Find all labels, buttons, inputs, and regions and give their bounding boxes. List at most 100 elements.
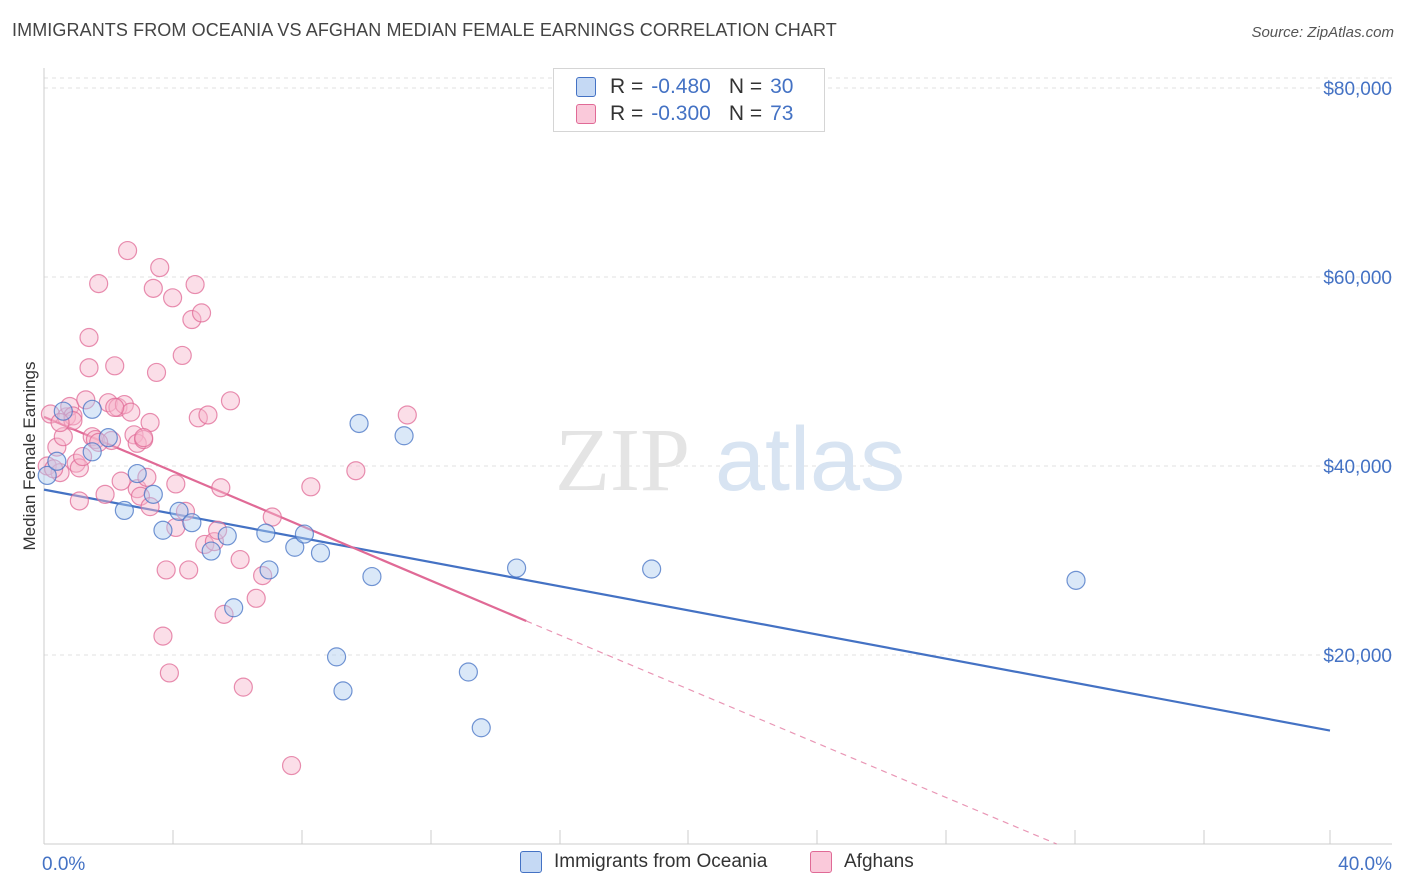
afghans-point bbox=[175, 501, 196, 521]
legend-n-label: N = bbox=[728, 102, 763, 125]
afghans-point bbox=[346, 461, 366, 481]
afghans-trend-extension bbox=[526, 620, 1057, 845]
y-tick-label: $60,000 bbox=[1323, 268, 1392, 289]
axes bbox=[43, 68, 1392, 845]
afghans-point bbox=[301, 477, 321, 497]
afghans-point bbox=[150, 257, 170, 278]
afghans-trend-line bbox=[43, 415, 527, 622]
series-label-afghans: Afghans bbox=[844, 851, 914, 872]
oceania-point bbox=[642, 559, 662, 579]
afghans-point bbox=[230, 549, 250, 570]
afghans-point bbox=[53, 427, 73, 447]
legend-r-value: -0.300 bbox=[651, 102, 711, 125]
oceania-point bbox=[47, 451, 67, 471]
afghans-point bbox=[79, 358, 99, 378]
afghans-point bbox=[69, 458, 89, 478]
series-legend-afghans: Afghans bbox=[810, 851, 914, 873]
oceania-point bbox=[153, 520, 173, 540]
oceania-point bbox=[217, 526, 237, 546]
oceania-point bbox=[394, 426, 414, 446]
afghans-point bbox=[211, 478, 231, 498]
afghans-point bbox=[47, 437, 67, 457]
afghans-point bbox=[246, 588, 266, 608]
afghans-point bbox=[179, 560, 199, 580]
watermark-atlas: atlas bbox=[715, 410, 905, 510]
afghans-point bbox=[89, 432, 109, 452]
afghans-point bbox=[198, 405, 218, 425]
oceania-point bbox=[143, 484, 163, 504]
afghans-point bbox=[159, 663, 179, 683]
x-tick-label-max: 40.0% bbox=[1338, 854, 1392, 875]
afghans-point bbox=[117, 240, 138, 261]
afghans-point bbox=[214, 604, 234, 624]
oceania-point bbox=[37, 465, 57, 486]
y-tick-label: $80,000 bbox=[1323, 79, 1392, 100]
y-tick-label: $40,000 bbox=[1323, 457, 1392, 478]
afghans-point bbox=[166, 474, 186, 494]
afghans-point bbox=[50, 412, 70, 433]
oceania-points bbox=[37, 399, 1086, 738]
watermark-zip: ZIP bbox=[555, 411, 690, 510]
oceania-point bbox=[333, 681, 353, 701]
oceania-point bbox=[82, 442, 102, 462]
afghans-point bbox=[111, 471, 131, 491]
legend-r-label: R = bbox=[610, 75, 644, 98]
afghans-point bbox=[134, 428, 154, 448]
afghans-point bbox=[143, 278, 163, 298]
afghans-point bbox=[172, 345, 192, 366]
oceania-point bbox=[127, 463, 147, 484]
series-label-oceania: Immigrants from Oceania bbox=[554, 851, 768, 872]
legend-row-oceania: R = -0.480 N = 30 bbox=[576, 74, 793, 100]
oceania-point bbox=[471, 718, 491, 738]
afghans-point bbox=[89, 274, 109, 294]
source-label: Source: ZipAtlas.com bbox=[1251, 24, 1394, 41]
afghans-point bbox=[153, 626, 173, 646]
afghans-point bbox=[163, 288, 183, 308]
oceania-point bbox=[349, 413, 369, 434]
oceania-point bbox=[285, 537, 305, 557]
legend-swatch-blue bbox=[576, 77, 596, 97]
oceania-point bbox=[114, 500, 134, 521]
afghans-point bbox=[121, 402, 141, 422]
afghans-points bbox=[37, 240, 417, 776]
afghans-point bbox=[76, 390, 96, 410]
afghans-point bbox=[233, 677, 253, 697]
legend-n-label: N = bbox=[728, 75, 763, 98]
y-tick-label: $20,000 bbox=[1323, 646, 1392, 667]
legend-r-label: R = bbox=[610, 102, 644, 125]
afghans-point bbox=[220, 391, 241, 411]
afghans-point bbox=[146, 362, 167, 383]
oceania-point bbox=[326, 647, 347, 667]
series-swatch-blue bbox=[520, 851, 542, 873]
afghans-point bbox=[156, 560, 176, 580]
oceania-point bbox=[53, 401, 73, 421]
afghans-point bbox=[185, 274, 205, 295]
oceania-point bbox=[98, 428, 118, 448]
y-tick-labels: $20,000 $40,000 $60,000 $80,000 bbox=[1323, 79, 1392, 667]
series-legend-oceania: Immigrants from Oceania bbox=[520, 851, 767, 873]
trend-lines bbox=[43, 415, 1331, 845]
gridlines bbox=[44, 77, 1392, 656]
afghans-point bbox=[208, 520, 228, 540]
oceania-point bbox=[458, 662, 478, 682]
legend-n-value: 30 bbox=[770, 75, 794, 98]
afghans-point bbox=[79, 327, 99, 348]
afghans-point bbox=[182, 309, 202, 330]
oceania-point bbox=[169, 501, 189, 521]
series-swatch-pink bbox=[810, 851, 832, 873]
oceania-point bbox=[259, 560, 279, 580]
oceania-point bbox=[201, 541, 221, 561]
legend-r-value: -0.480 bbox=[651, 75, 711, 98]
oceania-point bbox=[1066, 570, 1086, 590]
legend-row-afghans: R = -0.300 N = 73 bbox=[576, 101, 793, 127]
legend-swatch-pink bbox=[576, 104, 596, 124]
afghans-point bbox=[191, 303, 212, 323]
afghans-point bbox=[105, 397, 125, 418]
oceania-point bbox=[294, 524, 315, 544]
afghans-point bbox=[105, 356, 125, 376]
afghans-point bbox=[281, 755, 302, 776]
oceania-point bbox=[310, 543, 331, 563]
afghans-point bbox=[72, 446, 93, 467]
afghans-point bbox=[69, 491, 89, 511]
